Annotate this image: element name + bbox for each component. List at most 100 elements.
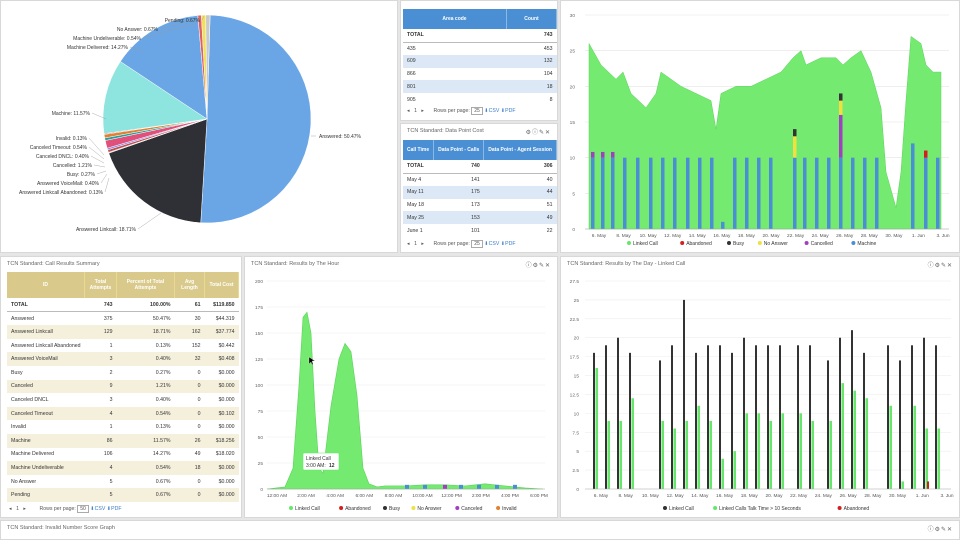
machine-bar[interactable] bbox=[911, 143, 915, 229]
legend-marker[interactable] bbox=[339, 506, 344, 510]
talk-time-bar[interactable] bbox=[853, 390, 857, 489]
panel-tools[interactable]: ⓘ⚙✎✕ bbox=[525, 263, 551, 269]
machine-bar[interactable] bbox=[710, 157, 714, 229]
table-row[interactable]: 609 132 bbox=[403, 54, 557, 68]
linked-call-bar[interactable] bbox=[797, 345, 799, 489]
total-cost-header[interactable]: Total Cost bbox=[204, 272, 239, 298]
prev-page-icon[interactable]: ◂ bbox=[407, 241, 410, 247]
rows-per-page-select[interactable]: 50 bbox=[77, 505, 89, 513]
machine-bar[interactable] bbox=[851, 157, 855, 229]
legend-marker[interactable] bbox=[727, 241, 731, 245]
talk-time-bar[interactable] bbox=[745, 413, 749, 489]
total-attempts-header[interactable]: Total Attempts bbox=[84, 272, 118, 298]
pie-slice[interactable] bbox=[200, 14, 312, 224]
rows-per-page-select[interactable]: 25 bbox=[471, 240, 483, 248]
machine-bar[interactable] bbox=[827, 157, 831, 229]
table-row[interactable]: 801 18 bbox=[403, 80, 557, 94]
talk-time-bar[interactable] bbox=[619, 420, 623, 489]
pie-slice[interactable] bbox=[205, 14, 211, 120]
id-header[interactable]: ID bbox=[7, 272, 86, 298]
talk-time-bar[interactable] bbox=[685, 420, 689, 489]
talk-time-bar[interactable] bbox=[769, 420, 773, 489]
pdf-export-link[interactable]: ⬇PDF bbox=[500, 241, 516, 247]
linked-call-bar[interactable] bbox=[617, 337, 619, 489]
next-page-icon[interactable]: ▸ bbox=[23, 506, 27, 512]
talk-time-bar[interactable] bbox=[865, 398, 869, 489]
talk-time-bar[interactable] bbox=[781, 413, 785, 489]
pie-slice[interactable] bbox=[102, 61, 208, 134]
linked-call-bar[interactable] bbox=[719, 345, 721, 489]
legend-marker[interactable] bbox=[411, 506, 416, 510]
linked-call-bar[interactable] bbox=[923, 337, 925, 489]
linked-call-bar[interactable] bbox=[911, 345, 913, 489]
total-row[interactable]: TOTAL 740 306 bbox=[403, 160, 557, 173]
talk-time-bar[interactable] bbox=[631, 398, 635, 489]
panel-tools[interactable]: ⚙ⓘ✎✕ bbox=[525, 130, 551, 136]
machine-bar[interactable] bbox=[815, 157, 819, 229]
machine-bar[interactable] bbox=[661, 157, 665, 229]
talk-time-bar[interactable] bbox=[925, 428, 929, 489]
legend-marker[interactable] bbox=[383, 506, 387, 510]
talk-time-bar[interactable] bbox=[799, 413, 803, 489]
linked-call-bar[interactable] bbox=[659, 360, 661, 489]
rows-per-page-select[interactable]: 25 bbox=[471, 107, 483, 115]
table-row[interactable]: May 18 173 51 bbox=[403, 199, 557, 212]
linked-call-area[interactable] bbox=[588, 35, 942, 230]
linked-call-bar[interactable] bbox=[671, 345, 673, 489]
legend-marker[interactable] bbox=[757, 241, 762, 245]
minor-series-mark[interactable] bbox=[423, 484, 427, 489]
cancelled-bar[interactable] bbox=[601, 151, 605, 158]
linked-call-bar[interactable] bbox=[827, 360, 829, 489]
machine-bar[interactable] bbox=[611, 157, 615, 229]
minor-series-mark[interactable] bbox=[405, 484, 409, 489]
next-page-icon[interactable]: ▸ bbox=[421, 108, 425, 114]
csv-export-link[interactable]: ⬇CSV bbox=[90, 506, 106, 512]
talk-time-bar[interactable] bbox=[901, 481, 905, 489]
linked-call-bar[interactable] bbox=[605, 345, 607, 489]
dp-calls-header[interactable]: Data Point - Calls bbox=[433, 140, 485, 160]
linked-call-bar[interactable] bbox=[935, 345, 937, 489]
legend-marker[interactable] bbox=[837, 506, 842, 510]
csv-export-link[interactable]: ⬇CSV bbox=[484, 241, 500, 247]
table-row[interactable]: Answered Linkcall Abandoned 1 0.13% 152 $0.4… bbox=[7, 339, 239, 353]
talk-time-bar[interactable] bbox=[829, 420, 833, 489]
no-answer-bar[interactable] bbox=[839, 100, 843, 115]
legend-marker[interactable] bbox=[627, 241, 631, 245]
page-number[interactable]: 1 bbox=[414, 108, 417, 114]
machine-bar[interactable] bbox=[673, 157, 677, 229]
machine-bar[interactable] bbox=[793, 157, 797, 229]
machine-bar[interactable] bbox=[875, 157, 879, 229]
table-row[interactable]: No Answer 5 0.67% 0 $0.000 bbox=[7, 475, 239, 489]
minor-series-mark[interactable] bbox=[513, 484, 517, 489]
linked-call-bar[interactable] bbox=[707, 345, 709, 489]
machine-bar[interactable] bbox=[721, 221, 725, 229]
percent-header[interactable]: Percent of Total Attempts bbox=[116, 272, 176, 298]
legend-label[interactable]: Busy bbox=[389, 506, 401, 512]
cancelled-bar[interactable] bbox=[591, 151, 595, 158]
minor-series-mark[interactable] bbox=[477, 484, 481, 489]
table-row[interactable]: 435 453 bbox=[403, 42, 557, 55]
machine-bar[interactable] bbox=[649, 157, 653, 229]
busy-bar[interactable] bbox=[839, 93, 843, 101]
linked-call-bar[interactable] bbox=[743, 337, 745, 489]
linked-call-bar[interactable] bbox=[755, 345, 757, 489]
pdf-export-link[interactable]: ⬇PDF bbox=[106, 506, 122, 512]
table-row[interactable]: Machine 86 11.57% 26 $18.256 bbox=[7, 433, 239, 448]
prev-page-icon[interactable]: ◂ bbox=[9, 506, 12, 512]
total-row[interactable]: TOTAL 743 100.00% 61 $119.850 bbox=[7, 298, 239, 312]
linked-call-bar[interactable] bbox=[851, 330, 853, 489]
legend-marker[interactable] bbox=[851, 241, 856, 245]
machine-bar[interactable] bbox=[686, 157, 690, 229]
table-row[interactable]: Canceled DNCL 3 0.40% 0 $0.000 bbox=[7, 393, 239, 407]
legend-label[interactable]: Abandoned bbox=[345, 506, 371, 512]
table-row[interactable]: Machine Delivered 106 14.27% 49 $18.020 bbox=[7, 448, 239, 462]
cancelled-bar[interactable] bbox=[839, 114, 843, 158]
legend-label[interactable]: Cancelled bbox=[811, 241, 833, 247]
linked-call-bar[interactable] bbox=[629, 352, 631, 489]
legend-label[interactable]: Linked Calls Talk Time > 10 Seconds bbox=[719, 506, 801, 512]
table-row[interactable]: 866 104 bbox=[403, 68, 557, 81]
pdf-export-link[interactable]: ⬇PDF bbox=[500, 108, 516, 114]
pie-slice[interactable] bbox=[119, 15, 208, 120]
legend-label[interactable]: Linked Call bbox=[633, 241, 658, 247]
page-number[interactable]: 1 bbox=[16, 506, 19, 512]
